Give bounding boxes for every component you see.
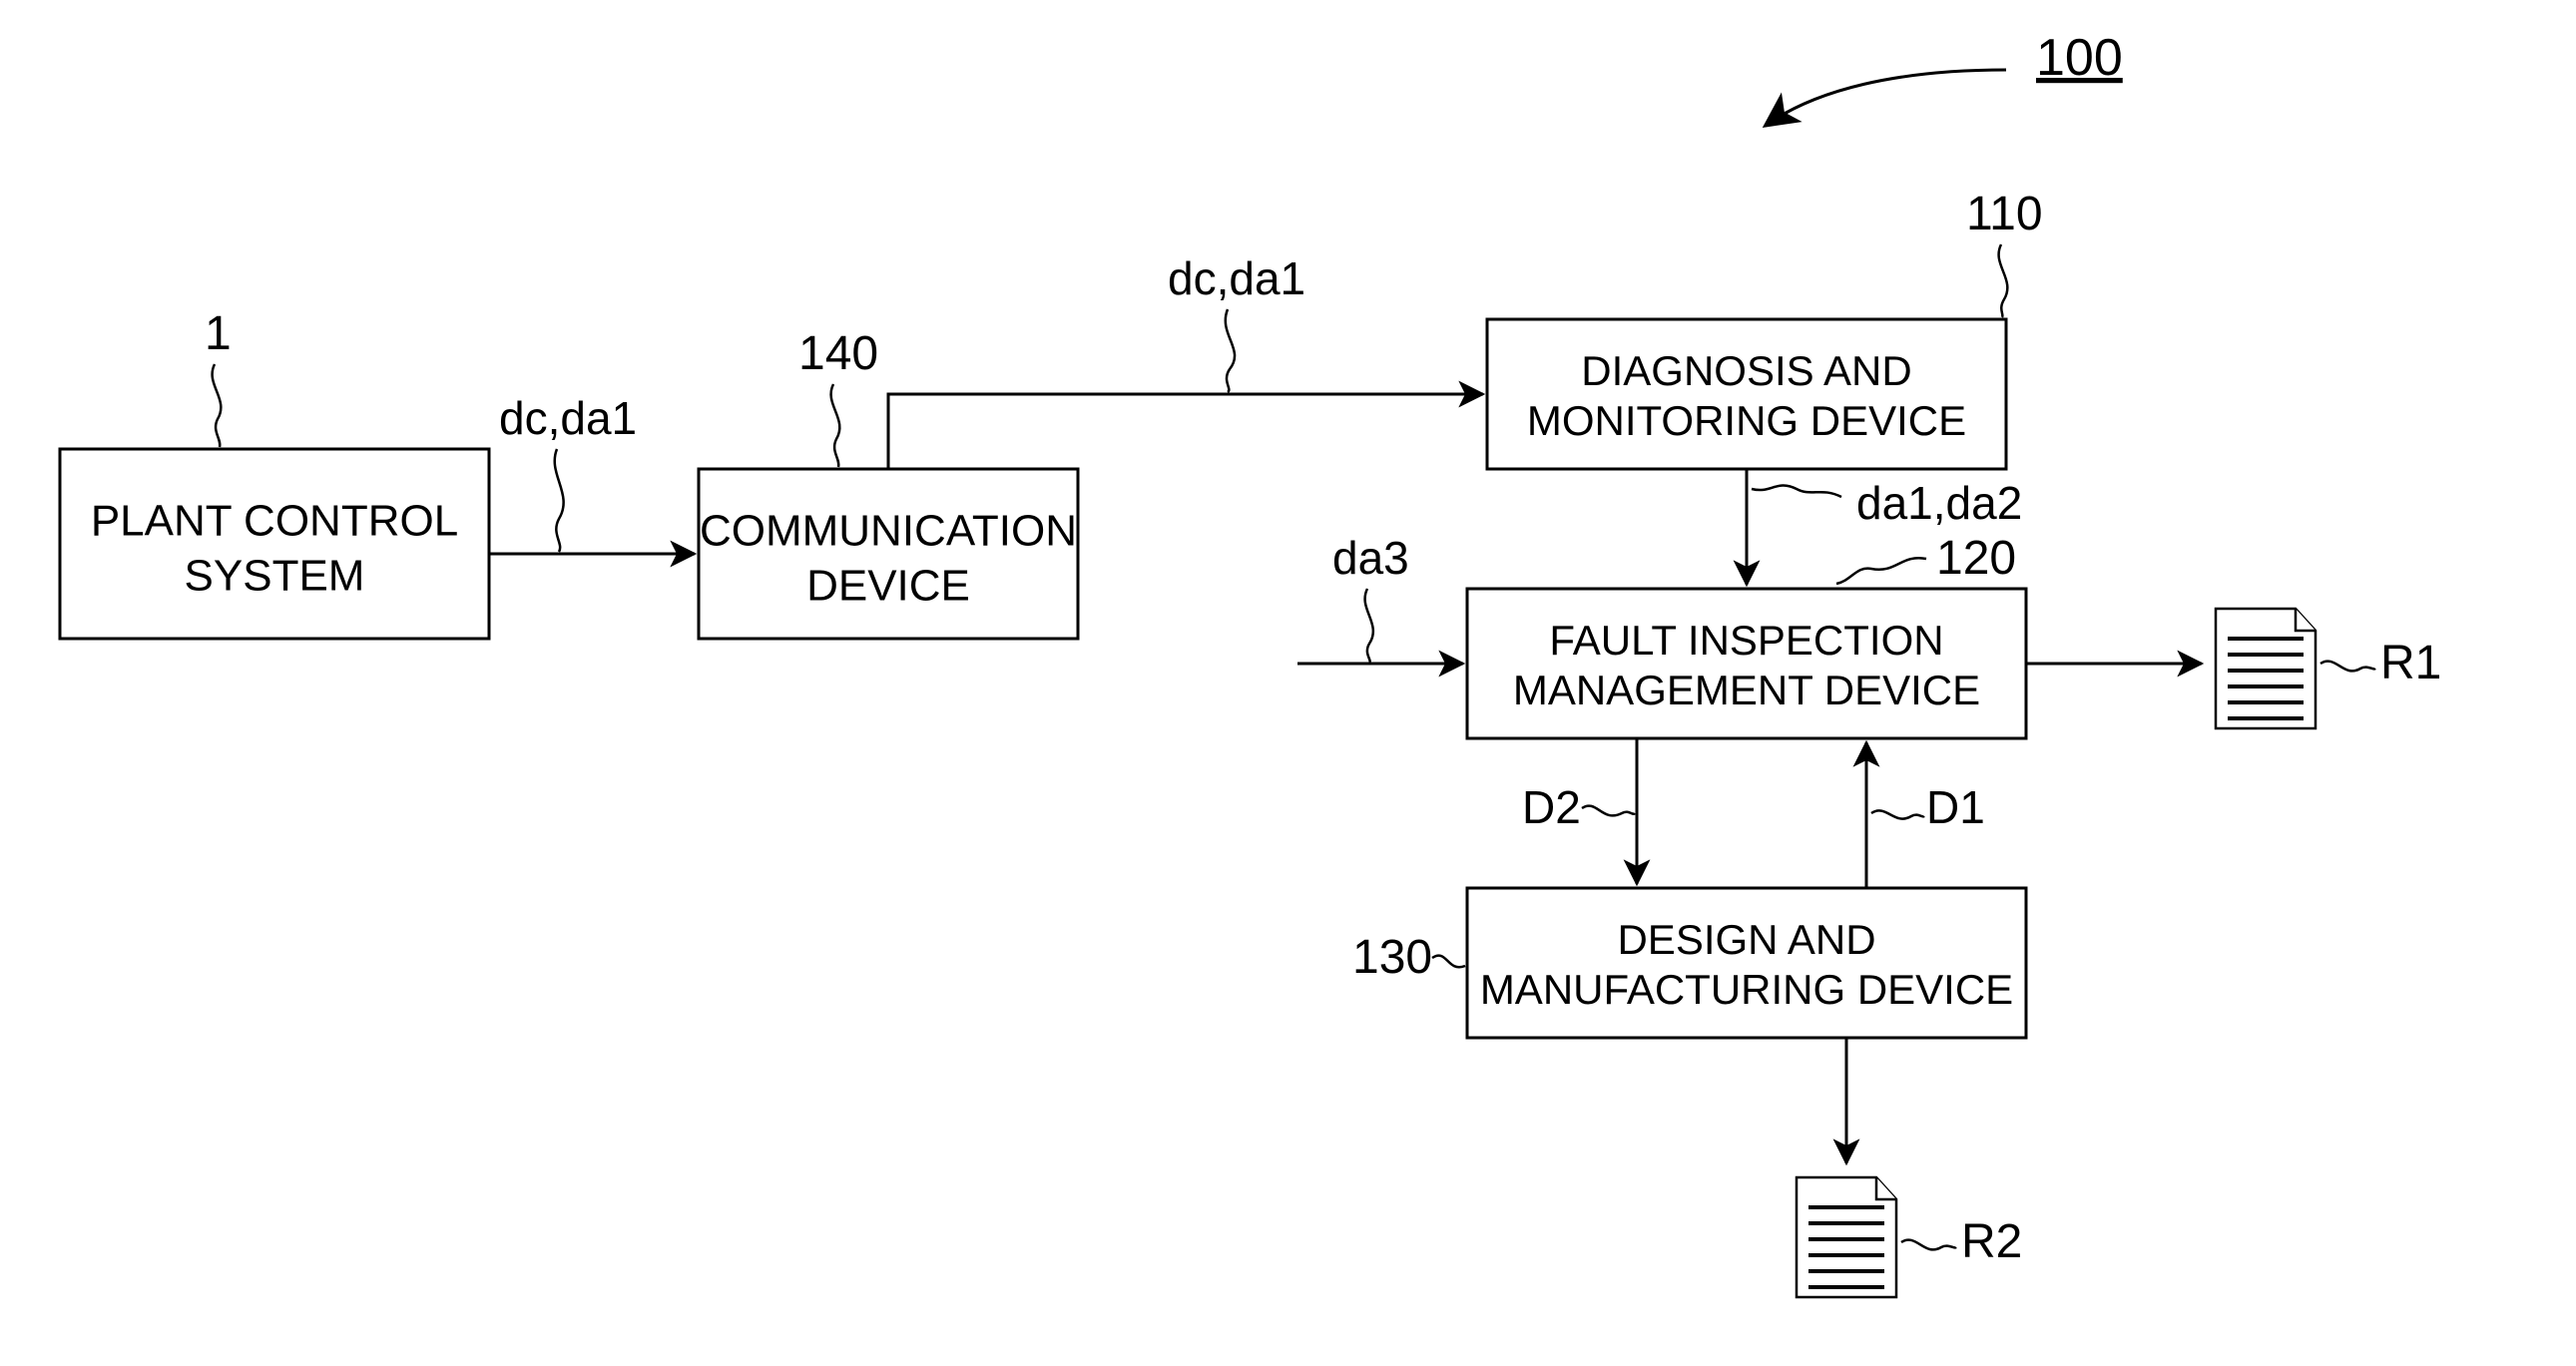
system-ref-100: 100 bbox=[2036, 29, 2123, 87]
R2-label: R2 bbox=[1961, 1215, 2022, 1268]
document-icon-R2 bbox=[1797, 1177, 1896, 1297]
plant-ref: 1 bbox=[205, 307, 232, 360]
plant-ref-squiggle bbox=[213, 364, 222, 447]
edge-D1-label: D1 bbox=[1926, 781, 1985, 833]
diag-label-line1: DIAGNOSIS AND bbox=[1581, 347, 1911, 394]
edge-plant-to-comm-label: dc,da1 bbox=[499, 392, 637, 444]
design-label-line1: DESIGN AND bbox=[1617, 916, 1875, 963]
diagram-canvas: PLANT CONTROL SYSTEM 1 COMMUNICATION DEV… bbox=[0, 0, 2576, 1366]
design-ref-squiggle bbox=[1432, 956, 1465, 968]
fault-ref-squiggle bbox=[1836, 558, 1926, 584]
fault-label-line2: MANAGEMENT DEVICE bbox=[1513, 667, 1980, 713]
node-design-manufacturing: DESIGN AND MANUFACTURING DEVICE bbox=[1467, 888, 2026, 1038]
comm-ref: 140 bbox=[798, 327, 878, 380]
comm-ref-squiggle bbox=[831, 384, 840, 467]
R1-label: R1 bbox=[2380, 637, 2441, 689]
fault-ref: 120 bbox=[1936, 532, 2016, 585]
node-diagnosis-monitoring: DIAGNOSIS AND MONITORING DEVICE bbox=[1487, 319, 2006, 469]
edge-diag-to-fault-squiggle bbox=[1752, 485, 1841, 497]
diag-label-line2: MONITORING DEVICE bbox=[1527, 397, 1966, 444]
edge-da3-squiggle bbox=[1365, 589, 1373, 663]
R1-squiggle bbox=[2320, 662, 2375, 672]
node-communication-device: COMMUNICATION DEVICE bbox=[699, 469, 1078, 639]
edge-D2-label: D2 bbox=[1522, 781, 1581, 833]
edge-D2-squiggle bbox=[1582, 806, 1635, 816]
edge-plant-to-comm-squiggle bbox=[555, 449, 564, 552]
diag-ref-squiggle bbox=[1999, 244, 2008, 317]
edge-comm-to-diag-label: dc,da1 bbox=[1168, 252, 1305, 304]
edge-diag-to-fault-label: da1,da2 bbox=[1856, 477, 2022, 529]
comm-label-line2: DEVICE bbox=[806, 562, 970, 611]
system-ref-arrow bbox=[1767, 70, 2006, 125]
document-icon-R1 bbox=[2216, 609, 2316, 728]
diag-ref: 110 bbox=[1966, 188, 2043, 240]
edge-da3-label: da3 bbox=[1332, 532, 1409, 584]
node-fault-inspection-management: FAULT INSPECTION MANAGEMENT DEVICE bbox=[1467, 589, 2026, 738]
edge-comm-to-diag bbox=[888, 394, 1483, 469]
design-ref: 130 bbox=[1352, 931, 1432, 984]
node-plant-control-system: PLANT CONTROL SYSTEM bbox=[60, 449, 489, 639]
edge-D1-squiggle bbox=[1871, 810, 1924, 818]
fault-label-line1: FAULT INSPECTION bbox=[1549, 617, 1943, 664]
comm-label-line1: COMMUNICATION bbox=[700, 507, 1077, 556]
R2-squiggle bbox=[1901, 1240, 1956, 1250]
plant-label-line1: PLANT CONTROL bbox=[91, 497, 458, 546]
plant-label-line2: SYSTEM bbox=[185, 552, 365, 601]
edge-comm-to-diag-squiggle bbox=[1226, 309, 1235, 392]
design-label-line2: MANUFACTURING DEVICE bbox=[1480, 966, 2013, 1013]
